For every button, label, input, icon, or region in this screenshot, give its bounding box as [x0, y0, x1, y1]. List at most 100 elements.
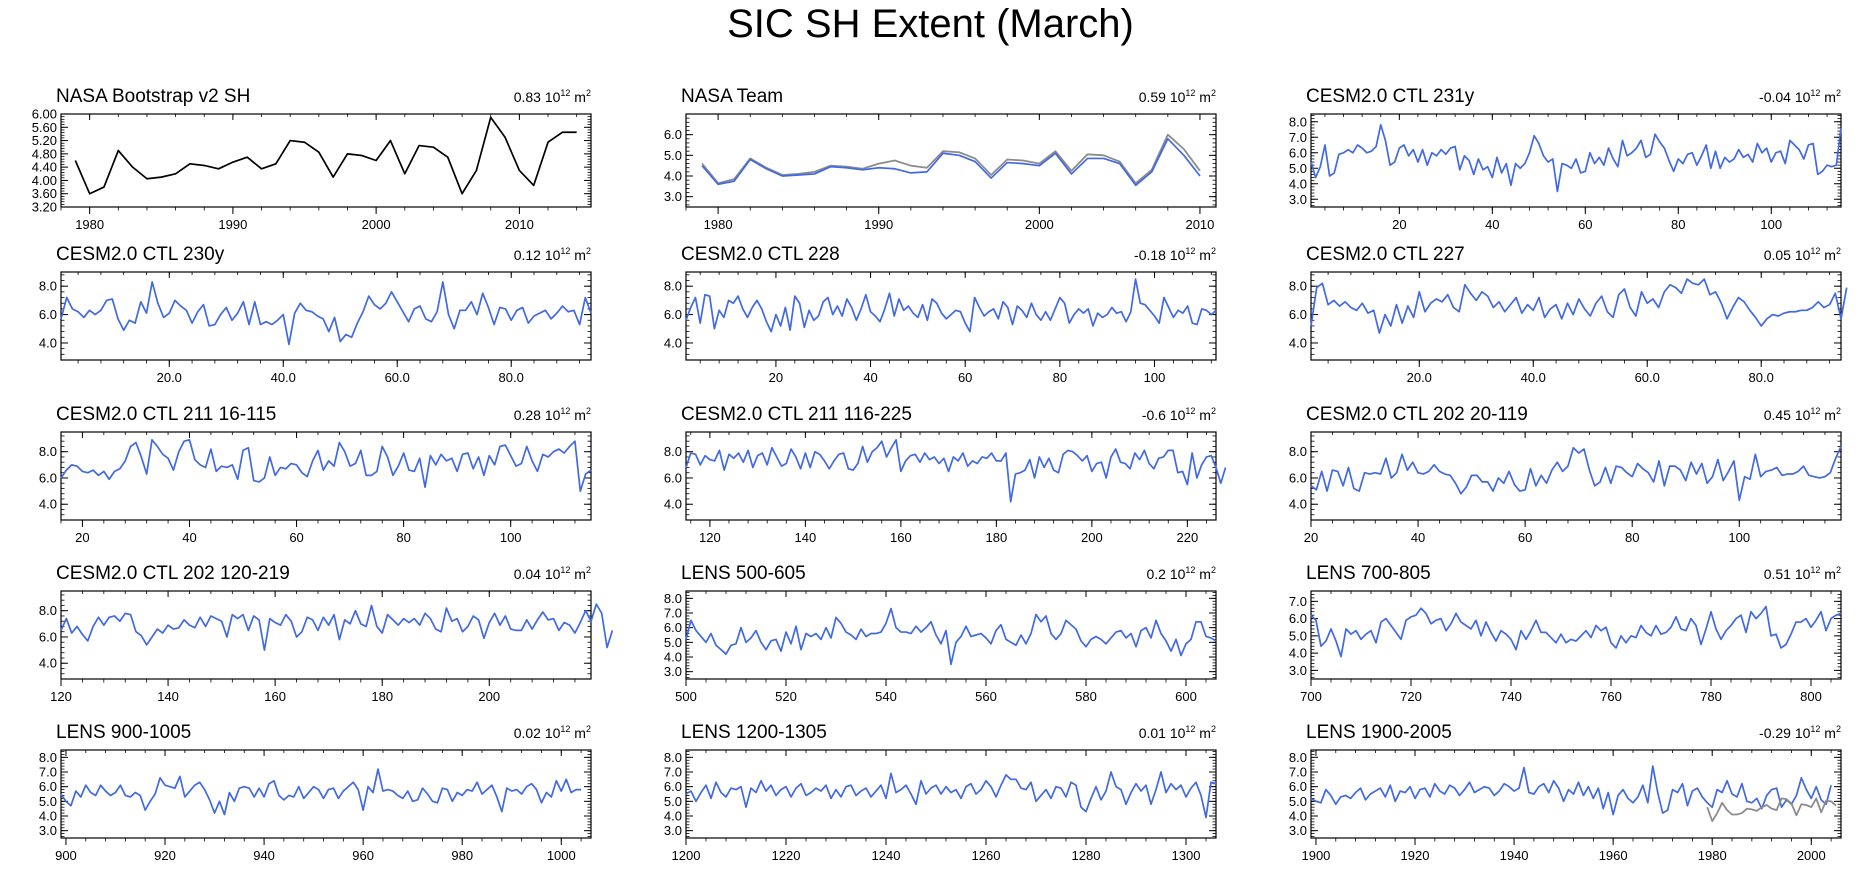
x-tick-label: 540: [875, 689, 897, 704]
y-tick-label: 6.0: [39, 779, 57, 794]
panel-title: LENS 1200-1305: [681, 722, 827, 743]
panel-title: CESM2.0 CTL 230y: [56, 244, 225, 265]
x-tick-label: 1200: [672, 848, 701, 863]
y-tick-label: 7.0: [1289, 130, 1307, 145]
trend-label: -0.6 1012 m2: [1142, 406, 1216, 423]
x-tick-label: 60.0: [385, 370, 410, 385]
x-tick-label: 2000: [1797, 848, 1826, 863]
secondary-series-line: [701, 133, 1201, 185]
plot-frame: [1310, 271, 1842, 361]
panel-title: NASA Team: [681, 86, 783, 107]
x-tick-label: 740: [1500, 689, 1522, 704]
y-tick-label: 5.20: [32, 133, 57, 148]
x-tick-label: 1990: [864, 217, 893, 232]
panel-9: CESM2.0 CTL 202 20-119 0.45 1012 m2 4.0 6.0…: [1289, 404, 1842, 545]
y-tick-label: 5.0: [39, 794, 57, 809]
y-tick-label: 4.0: [39, 497, 57, 512]
series-line: [701, 137, 1201, 187]
series-line: [685, 607, 1217, 666]
x-tick-label: 40: [182, 530, 196, 545]
x-tick-label: 1300: [1172, 848, 1201, 863]
y-tick-label: 4.0: [39, 809, 57, 824]
x-tick-label: 80: [396, 530, 410, 545]
x-tick-label: 1240: [872, 848, 901, 863]
x-tick-label: 800: [1800, 689, 1822, 704]
panel-5: CESM2.0 CTL 228 -0.18 1012 m2 4.0 6.0 8.0 20 4…: [664, 244, 1217, 385]
series-line: [74, 116, 577, 195]
x-tick-label: 60: [1578, 217, 1592, 232]
x-tick-label: 20: [75, 530, 89, 545]
panel-14: LENS 1200-1305 0.01 1012 m2 3.04.05.06.07.…: [664, 722, 1217, 863]
panel-title: NASA Bootstrap v2 SH: [56, 86, 250, 107]
y-tick-label: 6.0: [39, 629, 57, 644]
y-tick-label: 7.0: [1289, 765, 1307, 780]
x-tick-label: 520: [775, 689, 797, 704]
y-tick-label: 7.0: [664, 606, 682, 621]
y-tick-label: 6.0: [39, 307, 57, 322]
trend-label: 0.01 1012 m2: [1139, 724, 1216, 741]
y-tick-label: 4.0: [39, 335, 57, 350]
x-tick-label: 140: [157, 689, 179, 704]
x-tick-label: 720: [1400, 689, 1422, 704]
x-tick-label: 160: [264, 689, 286, 704]
x-tick-label: 920: [154, 848, 176, 863]
plot-frame: [685, 271, 1217, 361]
x-tick-label: 500: [675, 689, 697, 704]
x-tick-label: 40: [863, 370, 877, 385]
x-tick-label: 1940: [1500, 848, 1529, 863]
x-tick-label: 580: [1075, 689, 1097, 704]
x-tick-label: 80: [1625, 530, 1639, 545]
series-line: [685, 439, 1227, 503]
y-tick-label: 4.0: [1289, 176, 1307, 191]
x-tick-label: 20.0: [1407, 370, 1432, 385]
panel-1: NASA Bootstrap v2 SH 0.83 1012 m2 3.203.60…: [32, 86, 592, 232]
y-tick-label: 8.0: [1289, 279, 1307, 294]
x-tick-label: 1280: [1072, 848, 1101, 863]
y-tick-label: 6.0: [664, 127, 682, 142]
x-tick-label: 100: [500, 530, 522, 545]
panel-title: LENS 500-605: [681, 563, 806, 584]
x-tick-label: 1260: [972, 848, 1001, 863]
panel-3: CESM2.0 CTL 231y -0.04 1012 m2 3.04.05.06.…: [1289, 86, 1842, 232]
x-tick-label: 1900: [1301, 848, 1330, 863]
x-tick-label: 1960: [1599, 848, 1628, 863]
panel-12: LENS 700-805 0.51 1012 m2 3.0 4.0 5.0 6.0 7.0 7…: [1289, 563, 1842, 704]
series-line: [685, 278, 1217, 333]
x-tick-label: 200: [478, 689, 500, 704]
series-line: [1310, 446, 1842, 502]
x-tick-label: 940: [253, 848, 275, 863]
series-line: [60, 439, 592, 492]
x-tick-label: 2000: [1025, 217, 1054, 232]
y-tick-label: 4.0: [664, 169, 682, 184]
y-tick-label: 4.80: [32, 146, 57, 161]
y-tick-label: 6.0: [664, 779, 682, 794]
main-title: SIC SH Extent (March): [727, 2, 1134, 46]
panel-2: NASA Team 0.59 1012 m2 3.0 4.0 5.0 6.0 1980 199…: [664, 86, 1217, 232]
x-tick-label: 80.0: [499, 370, 524, 385]
panel-title: CESM2.0 CTL 202 120-219: [56, 563, 290, 584]
plot-frame: [685, 431, 1217, 521]
x-tick-label: 20: [1392, 217, 1406, 232]
y-tick-label: 7.0: [664, 765, 682, 780]
plot-frame: [1310, 113, 1842, 208]
series-line: [1310, 765, 1832, 816]
trend-label: 0.2 1012 m2: [1146, 565, 1216, 582]
y-tick-label: 3.0: [39, 823, 57, 838]
y-tick-label: 8.0: [664, 279, 682, 294]
y-tick-label: 8.0: [39, 444, 57, 459]
y-tick-label: 5.0: [1289, 628, 1307, 643]
x-tick-label: 2010: [505, 217, 534, 232]
secondary-series-line: [1706, 797, 1837, 823]
x-tick-label: 60.0: [1635, 370, 1660, 385]
y-tick-label: 5.0: [1289, 794, 1307, 809]
series-line: [1310, 123, 1842, 193]
y-tick-label: 4.0: [664, 335, 682, 350]
x-tick-label: 40.0: [1521, 370, 1546, 385]
x-tick-label: 1000: [547, 848, 576, 863]
series-line: [685, 771, 1217, 819]
trend-label: 0.04 1012 m2: [514, 565, 591, 582]
y-tick-label: 8.0: [1289, 114, 1307, 129]
y-tick-label: 4.0: [1289, 809, 1307, 824]
x-tick-label: 960: [352, 848, 374, 863]
